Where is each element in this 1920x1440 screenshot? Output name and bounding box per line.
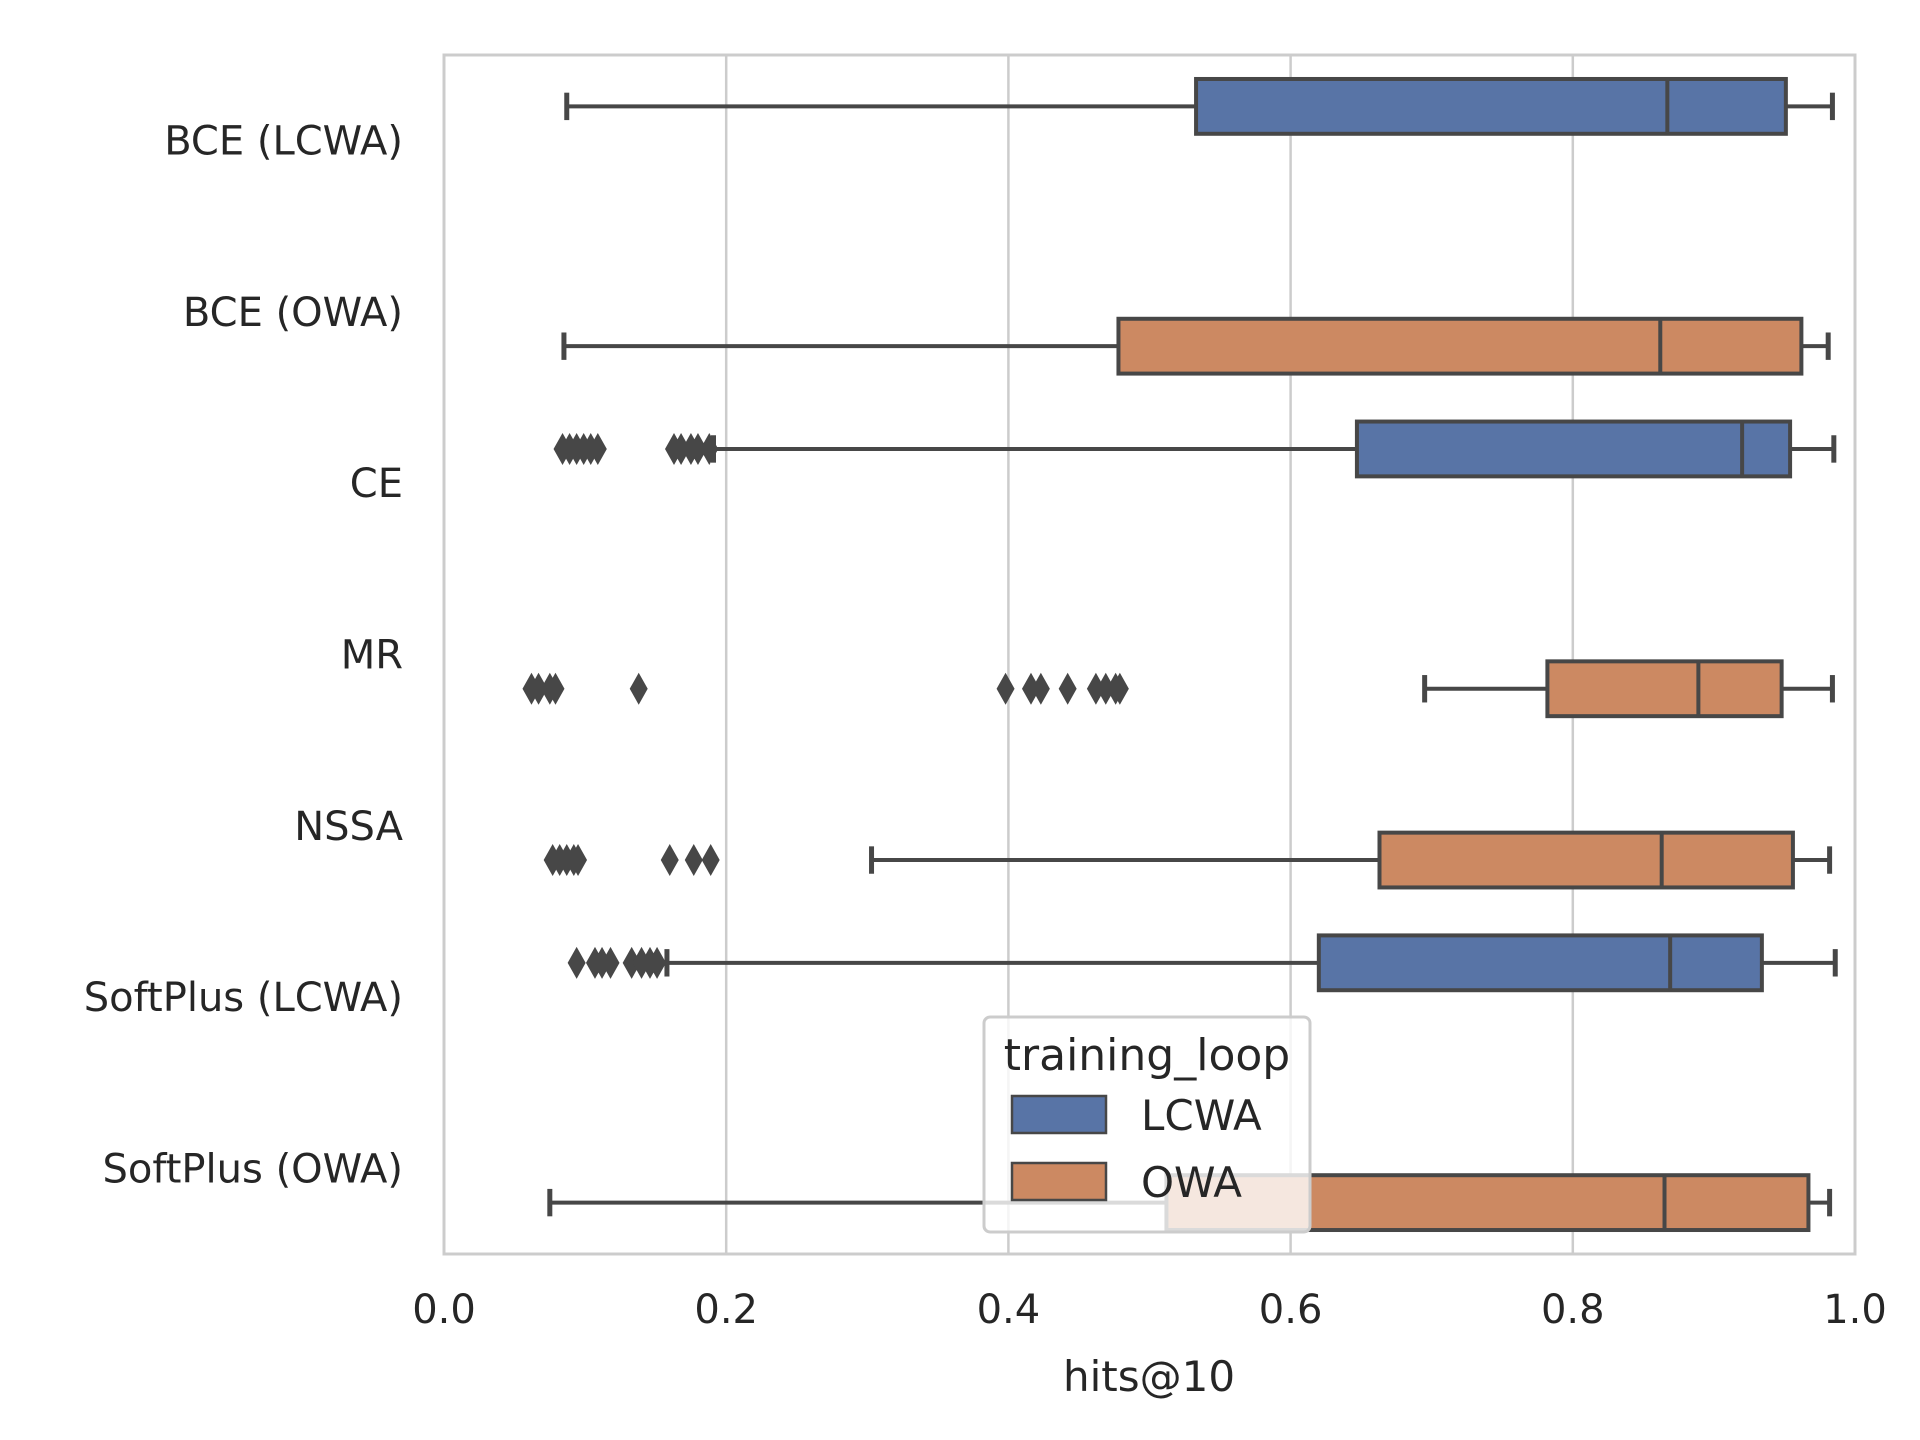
box bbox=[1354, 419, 1793, 479]
outlier-point bbox=[688, 432, 707, 465]
y-category-label: SoftPlus (OWA) bbox=[103, 1146, 404, 1192]
box-group bbox=[522, 659, 1835, 719]
y-axis-categories: BCE (LCWA) BCE (OWA) CE MR NSSA SoftPlus (LCW… bbox=[84, 119, 404, 1193]
legend-title: training_loop bbox=[1004, 1030, 1290, 1081]
box-group bbox=[561, 316, 1831, 376]
box bbox=[1377, 830, 1795, 890]
legend: training_loop LCWA OWA bbox=[982, 1015, 1312, 1234]
legend-entry-label: OWA bbox=[1141, 1158, 1242, 1207]
outlier-point bbox=[1058, 672, 1077, 705]
outlier-point bbox=[660, 844, 679, 877]
box bbox=[1116, 316, 1804, 376]
legend-swatch bbox=[1010, 1094, 1108, 1135]
x-axis-ticks: 0.0 0.2 0.4 0.6 0.8 1.0 bbox=[412, 1287, 1887, 1333]
box-group bbox=[543, 830, 1833, 890]
box-group bbox=[564, 76, 1835, 136]
legend-entry-label: LCWA bbox=[1141, 1091, 1262, 1140]
outlier-point bbox=[1021, 672, 1040, 705]
box bbox=[1545, 659, 1784, 719]
outlier-point bbox=[567, 946, 586, 979]
x-tick-label: 0.6 bbox=[1259, 1287, 1323, 1333]
outlier-point bbox=[622, 946, 641, 979]
outlier-point bbox=[684, 844, 703, 877]
box-group bbox=[567, 933, 1838, 993]
plot-area-frame bbox=[442, 53, 1857, 1256]
y-category-label: BCE (OWA) bbox=[183, 290, 403, 336]
outlier-point bbox=[1031, 672, 1050, 705]
outlier-point bbox=[546, 672, 565, 705]
outlier-point bbox=[701, 844, 720, 877]
y-category-label: SoftPlus (LCWA) bbox=[84, 975, 403, 1021]
legend-swatch bbox=[1010, 1161, 1108, 1202]
y-category-label: BCE (LCWA) bbox=[164, 119, 403, 165]
outlier-point bbox=[1086, 672, 1105, 705]
outlier-point bbox=[629, 672, 648, 705]
box bbox=[1194, 76, 1788, 136]
box bbox=[1316, 933, 1764, 993]
y-category-label: MR bbox=[341, 633, 403, 679]
x-tick-label: 0.0 bbox=[412, 1287, 476, 1333]
outlier-point bbox=[672, 432, 691, 465]
outlier-point bbox=[601, 946, 620, 979]
box-group bbox=[553, 419, 1837, 479]
outlier-point bbox=[529, 672, 548, 705]
x-tick-label: 0.2 bbox=[694, 1287, 758, 1333]
x-tick-label: 0.4 bbox=[977, 1287, 1041, 1333]
y-category-label: NSSA bbox=[294, 804, 403, 850]
x-axis-title: hits@10 bbox=[1063, 1352, 1235, 1401]
x-tick-label: 0.8 bbox=[1541, 1287, 1605, 1333]
outlier-point bbox=[996, 672, 1015, 705]
outlier-point bbox=[648, 946, 667, 979]
y-category-label: CE bbox=[350, 461, 403, 507]
outlier-point bbox=[1096, 672, 1115, 705]
outlier-point bbox=[588, 432, 607, 465]
outlier-point bbox=[700, 432, 719, 465]
outlier-point bbox=[569, 844, 588, 877]
x-tick-label: 1.0 bbox=[1823, 1287, 1887, 1333]
outlier-point bbox=[1110, 672, 1129, 705]
